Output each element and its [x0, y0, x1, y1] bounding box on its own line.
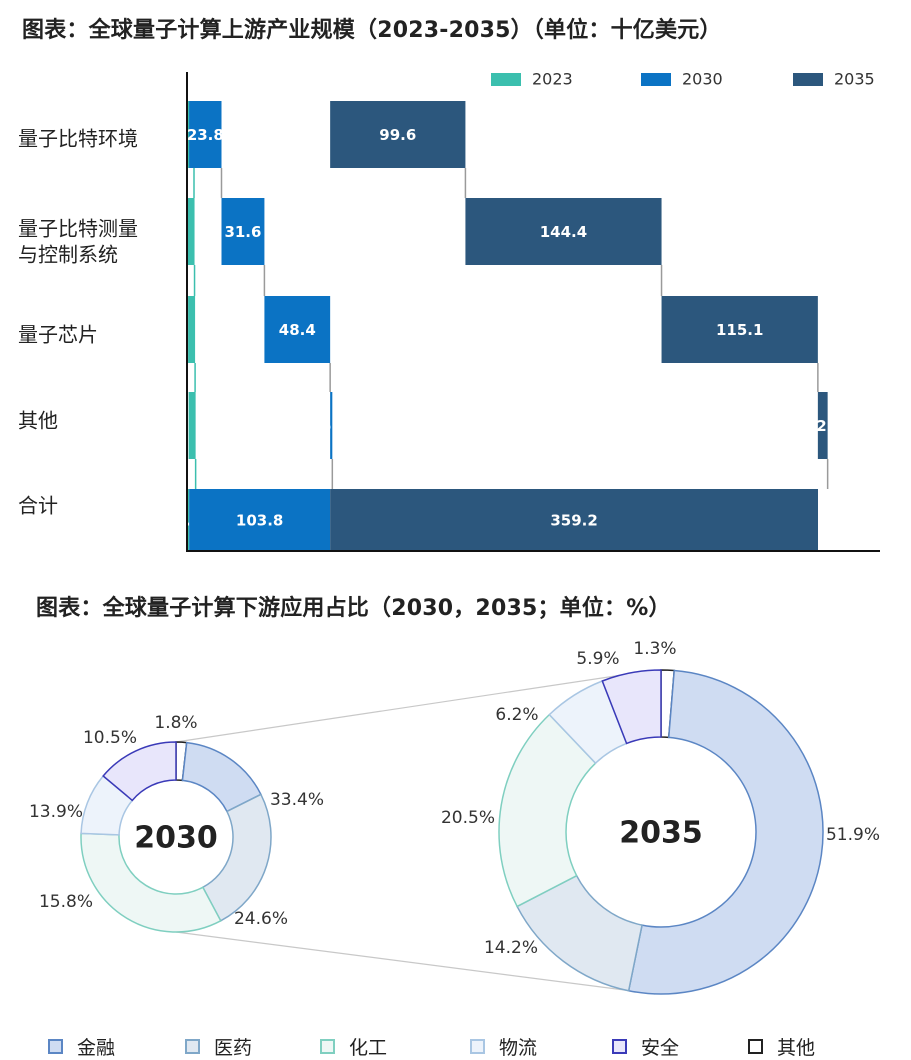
slice-percent-label: 14.2% — [484, 938, 538, 958]
legend-swatch-2030 — [641, 73, 671, 86]
slice-percent-label: 51.9% — [826, 825, 880, 845]
legend-swatch — [470, 1039, 485, 1054]
bar-value-label: 103.8 — [236, 512, 283, 530]
category-label: 合计 — [18, 494, 58, 518]
legend-label: 其他 — [777, 1037, 816, 1059]
legend-label: 化工 — [349, 1037, 388, 1059]
bar-value-label: 99.6 — [379, 126, 416, 144]
slice-percent-label: 20.5% — [441, 808, 495, 828]
bar-value-label: 359.2 — [550, 512, 597, 530]
bar-value-label: 1.6 — [305, 417, 332, 435]
bar-2035-row1 — [465, 198, 662, 265]
legend-label: 医药 — [214, 1037, 253, 1059]
slice-percent-label: 15.8% — [39, 892, 93, 912]
bar-2030-row2 — [264, 296, 331, 363]
bar-2030-row1 — [221, 198, 265, 265]
bar-2035-row2 — [661, 296, 818, 363]
legend-label: 2023 — [532, 70, 573, 89]
bar-2035-row0 — [330, 101, 466, 168]
category-label: 量子比特测量 — [18, 217, 138, 241]
bar-2030-row3 — [330, 392, 333, 459]
slice-percent-label: 33.4% — [270, 790, 324, 810]
legend-swatch — [748, 1039, 763, 1054]
slice-percent-label: 24.6% — [234, 909, 288, 929]
donut-center-label: 2035 — [619, 816, 703, 851]
legend-label: 安全 — [641, 1037, 680, 1059]
bar-2023-row2 — [188, 296, 196, 363]
donut-slice-安全 — [102, 741, 177, 802]
legend-item: 金融 — [48, 1033, 115, 1060]
donut-slice-安全 — [601, 669, 662, 745]
legend-item: 化工 — [320, 1033, 387, 1060]
slice-percent-label: 1.3% — [633, 639, 676, 659]
legend-item: 安全 — [612, 1033, 679, 1060]
bar-value-label: 23.8 — [187, 126, 224, 144]
legend-label: 物流 — [499, 1037, 538, 1059]
legend-item: 其他 — [748, 1033, 815, 1060]
legend-label: 金融 — [77, 1037, 116, 1059]
slice-percent-label: 5.9% — [576, 649, 619, 669]
bar-chart-title: 图表：全球量子计算上游产业规模（2023-2035）（单位：十亿美元） — [22, 18, 722, 43]
slice-percent-label: 13.9% — [29, 802, 83, 822]
bar-value-label: 7.2 — [800, 417, 827, 435]
donut-slice-金融 — [627, 669, 824, 995]
legend-label: 2030 — [682, 70, 723, 89]
legend-swatch — [185, 1039, 200, 1054]
legend-item: 医药 — [185, 1033, 252, 1060]
bar-total-2035 — [330, 489, 818, 551]
category-label: 其他 — [18, 409, 58, 433]
category-label: 量子芯片 — [18, 323, 98, 347]
slice-percent-label: 1.8% — [154, 713, 197, 733]
legend-swatch — [320, 1039, 335, 1054]
bar-2035-row3 — [817, 392, 828, 459]
legend-label: 2035 — [834, 70, 875, 89]
legend-swatch-2023 — [491, 73, 521, 86]
category-label: 量子比特环境 — [18, 127, 138, 151]
bar-value-label: 144.4 — [540, 223, 587, 241]
bar-total-2023 — [187, 489, 190, 551]
bar-value-label: 31.6 — [224, 223, 261, 241]
bar-2030-row0 — [189, 101, 222, 168]
bar-total-2030 — [189, 489, 331, 551]
legend-swatch — [612, 1039, 627, 1054]
zoom-connector-top — [175, 669, 656, 743]
legend-item: 物流 — [470, 1033, 537, 1060]
slice-percent-label: 10.5% — [83, 728, 137, 748]
legend-swatch-2035 — [793, 73, 823, 86]
donut-chart-title: 图表：全球量子计算下游应用占比（2030，2035；单位：%） — [36, 596, 671, 621]
bar-value-label: 48.4 — [279, 321, 316, 339]
legend-swatch — [48, 1039, 63, 1054]
bar-2023-row3 — [188, 392, 196, 459]
bar-2023-row1 — [187, 198, 195, 265]
slice-percent-label: 6.2% — [495, 705, 538, 725]
zoom-connector-bottom — [175, 931, 656, 995]
category-label: 与控制系统 — [18, 243, 118, 267]
donut-center-label: 2030 — [134, 821, 218, 856]
bar-value-label: 115.1 — [716, 321, 763, 339]
donut-slice-化工 — [80, 832, 222, 933]
